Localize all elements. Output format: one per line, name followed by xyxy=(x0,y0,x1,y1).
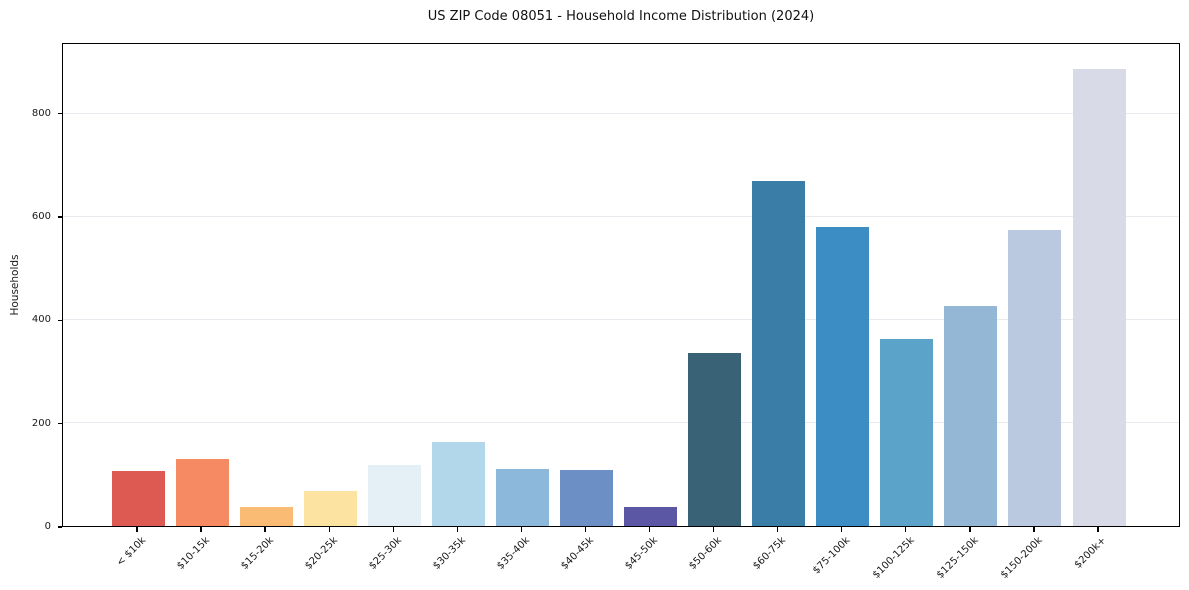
bar xyxy=(559,469,613,526)
x-tick-mark xyxy=(1033,527,1035,532)
x-tick-label: $75-100k xyxy=(811,535,853,577)
x-tick-label: $15-20k xyxy=(238,535,276,572)
x-tick-label: $30-35k xyxy=(431,535,469,572)
x-tick-label: $45-50k xyxy=(623,535,661,572)
x-tick-label: $200k+ xyxy=(1073,535,1109,571)
bar xyxy=(752,180,806,526)
y-tick-mark xyxy=(57,319,62,322)
y-tick-mark xyxy=(57,216,62,218)
x-tick-mark xyxy=(841,527,843,532)
x-tick-label: $150-200k xyxy=(998,535,1045,581)
bar xyxy=(431,442,485,526)
plot-area xyxy=(62,43,1180,527)
bar xyxy=(1008,230,1062,526)
bar xyxy=(1072,68,1126,526)
bar xyxy=(111,470,165,526)
x-tick-mark xyxy=(392,527,394,532)
x-tick-mark xyxy=(520,527,523,532)
x-tick-label: $20-25k xyxy=(303,535,340,572)
bar xyxy=(239,506,293,526)
x-tick-label: $25-30k xyxy=(367,535,405,572)
bar xyxy=(367,465,421,526)
x-tick-mark xyxy=(648,527,651,532)
x-tick-mark xyxy=(136,527,138,532)
y-tick-label: 0 xyxy=(44,521,51,532)
x-tick-label: $125-150k xyxy=(934,535,981,581)
y-tick-label: 200 xyxy=(31,417,51,429)
y-axis-label: Households xyxy=(9,254,21,316)
x-tick-label: < $10k xyxy=(114,535,148,569)
x-tick-mark xyxy=(777,527,779,532)
x-tick-mark xyxy=(456,527,458,532)
y-tick-mark xyxy=(57,113,62,115)
x-tick-label: $100-125k xyxy=(870,535,917,581)
x-tick-mark xyxy=(1097,527,1099,532)
x-tick-label: $50-60k xyxy=(687,535,725,572)
bar xyxy=(880,339,934,526)
y-tick-label: 800 xyxy=(31,107,51,119)
x-tick-mark xyxy=(584,527,587,532)
gridline xyxy=(63,113,1179,115)
x-tick-mark xyxy=(905,527,907,532)
x-tick-mark xyxy=(328,527,330,532)
bar xyxy=(816,227,870,526)
bar xyxy=(495,469,549,526)
x-tick-mark xyxy=(200,527,202,532)
x-tick-label: $35-40k xyxy=(495,535,533,572)
bar xyxy=(303,491,357,526)
x-tick-mark xyxy=(712,527,715,532)
x-tick-label: $40-45k xyxy=(559,535,597,572)
x-tick-label: $60-75k xyxy=(751,535,789,572)
y-tick-mark xyxy=(57,526,62,528)
y-tick-label: 600 xyxy=(31,211,51,223)
y-tick-mark xyxy=(57,423,62,425)
x-tick-mark xyxy=(264,527,266,532)
bar xyxy=(624,507,678,526)
x-tick-mark xyxy=(969,527,971,532)
bar xyxy=(175,459,229,526)
y-tick-label: 400 xyxy=(31,314,51,326)
bar xyxy=(688,352,742,526)
x-tick-label: $10-15k xyxy=(174,535,212,572)
bar xyxy=(944,305,998,526)
chart-title: US ZIP Code 08051 - Household Income Dis… xyxy=(427,9,815,24)
gridline xyxy=(63,216,1179,218)
